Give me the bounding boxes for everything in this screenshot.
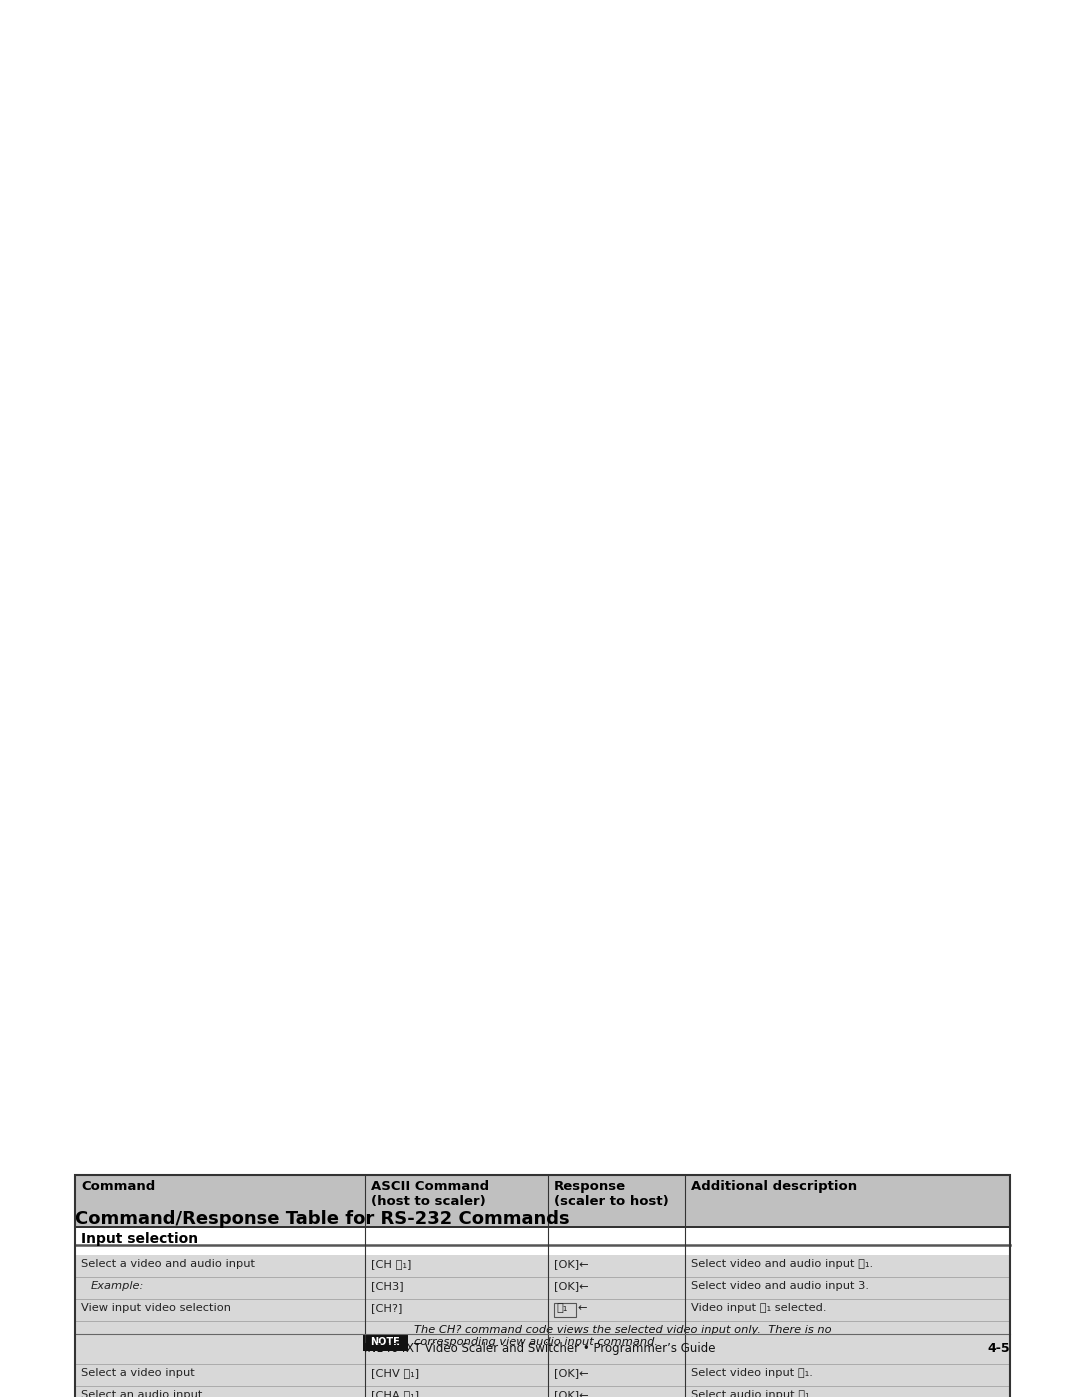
Text: [OK]←: [OK]← [554, 1368, 589, 1377]
Bar [75, 1386, 1010, 1397]
Text: Command: Command [81, 1180, 156, 1193]
Text: [CHV ⓧ₁]: [CHV ⓧ₁] [372, 1368, 419, 1377]
Bar [75, 1277, 1010, 1299]
Text: Additional description: Additional description [691, 1180, 858, 1193]
Bar [75, 1322, 1010, 1363]
Text: IN1404XT Video Scaler and Switcher • Programmer’s Guide: IN1404XT Video Scaler and Switcher • Pro… [364, 1343, 716, 1355]
Text: Example:: Example: [91, 1281, 145, 1291]
Text: Select a video and audio input: Select a video and audio input [81, 1259, 255, 1268]
Bar [363, 1334, 408, 1351]
Text: [OK]←: [OK]← [554, 1281, 589, 1291]
Text: Select video and audio input 3.: Select video and audio input 3. [691, 1281, 869, 1291]
Text: [OK]←: [OK]← [554, 1390, 589, 1397]
Bar [75, 1255, 1010, 1277]
Bar [75, 1175, 1010, 1227]
Bar [554, 1303, 576, 1317]
Text: Input selection: Input selection [81, 1232, 198, 1246]
Text: Video input ⓧ₁ selected.: Video input ⓧ₁ selected. [691, 1303, 826, 1313]
Text: Select audio input ⓧ₁.: Select audio input ⓧ₁. [691, 1390, 813, 1397]
Text: Command/Response Table for RS-232 Commands: Command/Response Table for RS-232 Comman… [75, 1210, 569, 1228]
Text: ←: ← [577, 1303, 586, 1313]
Text: The CH? command code views the selected video input only.  There is no
correspon: The CH? command code views the selected … [414, 1324, 832, 1347]
Text: Select video and audio input ⓧ₁.: Select video and audio input ⓧ₁. [691, 1259, 873, 1268]
Text: Response
(scaler to host): Response (scaler to host) [554, 1180, 669, 1208]
Bar [75, 1227, 1010, 1255]
Bar [75, 1299, 1010, 1322]
Bar [75, 1175, 1010, 1397]
Text: View input video selection: View input video selection [81, 1303, 231, 1313]
Text: ⓧ₁: ⓧ₁ [556, 1303, 567, 1313]
Text: Select a video input: Select a video input [81, 1368, 194, 1377]
Text: Select an audio input: Select an audio input [81, 1390, 202, 1397]
Text: ASCII Command
(host to scaler): ASCII Command (host to scaler) [372, 1180, 489, 1208]
Text: [OK]←: [OK]← [554, 1259, 589, 1268]
Text: NOTE: NOTE [370, 1337, 400, 1347]
Text: [CH?]: [CH?] [372, 1303, 403, 1313]
Text: [CHA ⓧ₁]: [CHA ⓧ₁] [372, 1390, 419, 1397]
Text: Select video input ⓧ₁.: Select video input ⓧ₁. [691, 1368, 813, 1377]
Text: [CH ⓧ₁]: [CH ⓧ₁] [372, 1259, 411, 1268]
Bar [75, 1363, 1010, 1386]
Text: [CH3]: [CH3] [372, 1281, 404, 1291]
Text: 4-5: 4-5 [987, 1343, 1010, 1355]
